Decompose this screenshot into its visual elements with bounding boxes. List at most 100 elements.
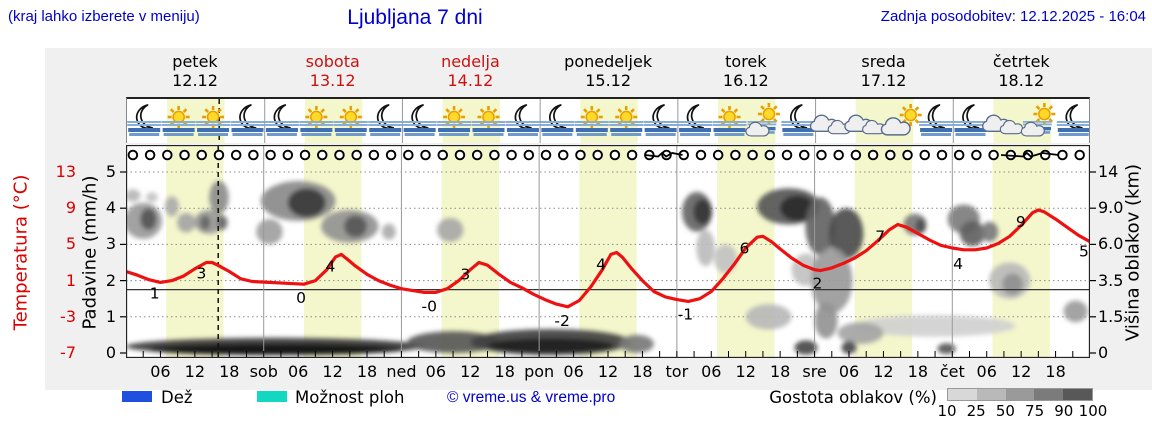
precip-tick-label: 2 [105,270,116,290]
day-name: sobota [305,52,360,71]
hour-tick: 12 [597,362,619,381]
icon-strip-svg [127,99,1091,143]
day-date: 12.12 [172,71,218,90]
day-date: 15.12 [585,71,632,90]
hour-tick: 18 [632,362,653,381]
gradient-tick-label: 75 [1025,402,1045,420]
gradient-tick-label: 90 [1054,402,1074,420]
hour-tick: 06 [287,362,309,381]
gradient-segment [1034,389,1064,400]
day-abbrev-tick: čet [939,362,965,381]
day-label-torek: torek 16.12 [676,52,816,90]
hour-tick: 18 [907,362,929,381]
sky-marker-row [127,149,1085,161]
hour-tick: 06 [701,362,722,381]
moon-fog-icon [540,104,575,136]
temperature-value-label: 7 [875,227,885,245]
hour-tick: 18 [219,362,240,381]
gradient-segment [1005,389,1035,400]
temperature-value-label: 3 [197,265,207,283]
day-name: petek [172,52,218,71]
temp-tick-label: 13 [55,162,76,181]
gradient-tick-label: 10 [937,402,957,420]
showers-legend-swatch [257,391,287,402]
temperature-value-label: -1 [678,305,693,323]
temp-tick-label: 1 [65,270,76,290]
temperature-value-label: -0 [422,297,437,315]
day-label-četrtek: četrtek 18.12 [951,52,1091,90]
moon-fog-icon [678,104,713,136]
moon-fog-icon [264,104,299,136]
gradient-segment [1063,389,1092,400]
page-title: Ljubljana 7 dni [347,6,483,29]
showers-legend-label: Možnost ploh [295,388,405,407]
day-abbrev-tick: tor [665,362,689,381]
temp-tick-label: 5 [65,234,76,254]
rain-legend-label: Dež [161,388,193,407]
temperature-value-label: 5 [1079,243,1089,261]
cloud-height-tick-label: 9.0 [1098,198,1124,218]
precip-tick-label: 0 [105,343,116,362]
moon-fog-icon [127,104,162,136]
hour-tick: 18 [356,362,378,381]
cloud-height-axis-title: Višina oblakov (km) [1122,163,1144,342]
temperature-value-label: 4 [596,256,606,274]
gradient-segment [976,389,1006,400]
temperature-value-label: 6 [740,239,750,257]
rain-legend-swatch [122,391,152,402]
meteogram-plot: 1 3 0 4 -0 3 -2 4 -1 6 2 7 4 9 5 [124,144,1092,359]
cloud-height-tick-label: 0 [1098,343,1109,362]
temperature-curve [124,208,1092,309]
hour-tick: 12 [184,362,206,381]
temperature-value-label: 4 [326,257,336,275]
cloud-density-legend-label: Gostota oblakov (%) [769,388,937,407]
credit-link[interactable]: © vreme.us & vreme.pro [447,389,616,406]
temp-tick-label: -3 [60,306,76,326]
temperature-value-label: 3 [460,266,470,284]
hour-tick: 18 [769,362,791,381]
location-hint: (kraj lahko izberete v meniju) [8,8,200,25]
hour-tick: 18 [1045,362,1066,381]
gradient-tick-label: 50 [995,402,1015,420]
precip-tick-label: 5 [105,162,116,181]
day-name: ponedeljek [564,52,653,71]
last-update-label: Zadnja posodobitev: 12.12.2025 - 16:04 [880,8,1146,25]
day-date: 18.12 [998,71,1045,90]
cloud-height-tick-label: 1.5 [1098,306,1124,326]
day-abbrev-tick: ned [386,362,417,381]
moon-fog-icon [643,104,678,136]
day-name: nedelja [441,52,500,71]
moon-fog-icon [368,104,403,136]
hour-tick: 06 [150,362,171,381]
day-label-sobota: sobota 13.12 [263,52,403,90]
gradient-segment [948,389,977,400]
plot-svg: 1 3 0 4 -0 3 -2 4 -1 6 2 7 4 9 5 [124,144,1092,359]
hour-tick: 12 [873,362,894,381]
gradient-tick-label: 100 [1078,402,1108,420]
precip-tick-label: 3 [105,234,116,254]
hour-tick: 06 [976,362,997,381]
day-date: 13.12 [309,71,356,90]
hour-tick: 12 [735,362,756,381]
temperature-value-label: 4 [953,255,963,273]
temperature-value-label: 2 [813,275,823,293]
day-date: 17.12 [860,71,907,90]
hour-tick: 18 [494,362,515,381]
hour-tick: 12 [322,362,343,381]
temperature-value-label: -2 [554,312,569,330]
day-label-ponedeljek: ponedeljek 15.12 [538,52,678,90]
hour-tick: 06 [838,362,860,381]
hour-tick: 06 [563,362,584,381]
day-name: sreda [861,52,906,71]
hour-tick: 12 [460,362,481,381]
precip-tick-label: 4 [105,198,116,218]
temp-tick-label: 9 [65,198,76,218]
hour-tick: 12 [1010,362,1032,381]
cloud-height-tick-label: 6.0 [1098,234,1124,254]
moon-fog-icon [230,104,265,136]
moon-fog-icon [919,104,954,136]
temp-tick-label: -7 [60,343,76,362]
day-date: 16.12 [722,71,769,90]
moon-fog-icon [1056,104,1091,136]
